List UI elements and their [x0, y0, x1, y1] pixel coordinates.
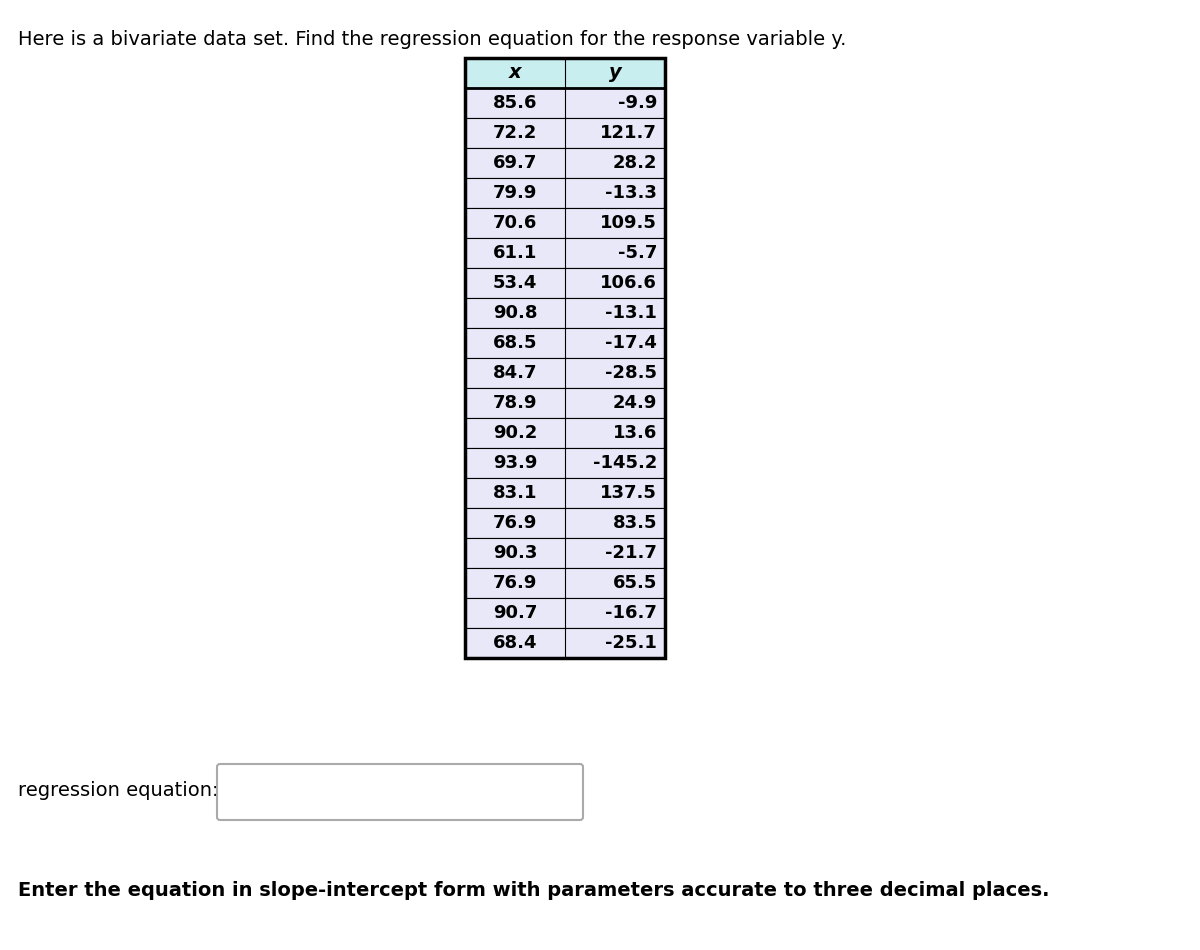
Bar	[466, 298, 665, 328]
Text: -5.7: -5.7	[618, 244, 658, 262]
Text: 84.7: 84.7	[493, 364, 538, 382]
Text: 83.5: 83.5	[612, 514, 658, 532]
Text: 90.7: 90.7	[493, 604, 538, 622]
Text: 106.6: 106.6	[600, 274, 658, 292]
Text: y: y	[608, 64, 622, 83]
Text: 53.4: 53.4	[493, 274, 538, 292]
Text: 65.5: 65.5	[613, 574, 658, 592]
Bar	[466, 328, 665, 358]
Text: -9.9: -9.9	[618, 94, 658, 112]
Text: 72.2: 72.2	[493, 124, 538, 142]
Bar	[466, 208, 665, 238]
Text: Here is a bivariate data set. Find the regression equation for the response vari: Here is a bivariate data set. Find the r…	[18, 30, 846, 49]
Text: 76.9: 76.9	[493, 574, 538, 592]
Text: 68.4: 68.4	[493, 634, 538, 652]
Text: 85.6: 85.6	[493, 94, 538, 112]
Text: 13.6: 13.6	[613, 424, 658, 442]
Bar	[466, 418, 665, 448]
Text: 78.9: 78.9	[493, 394, 538, 412]
Text: 70.6: 70.6	[493, 214, 538, 232]
Text: regression equation:: regression equation:	[18, 781, 218, 800]
Bar	[466, 358, 665, 388]
Text: -17.4: -17.4	[605, 334, 658, 352]
Text: 90.2: 90.2	[493, 424, 538, 442]
Bar	[466, 58, 665, 658]
Bar	[466, 388, 665, 418]
Text: 93.9: 93.9	[493, 454, 538, 472]
Bar	[466, 448, 665, 478]
Text: -28.5: -28.5	[605, 364, 658, 382]
Text: Enter the equation in slope-intercept form with parameters accurate to three dec: Enter the equation in slope-intercept fo…	[18, 881, 1050, 900]
Text: x: x	[509, 64, 521, 83]
Text: 90.8: 90.8	[493, 304, 538, 322]
Bar	[466, 478, 665, 508]
Text: -13.1: -13.1	[605, 304, 658, 322]
Text: -145.2: -145.2	[593, 454, 658, 472]
FancyBboxPatch shape	[217, 764, 583, 820]
Text: 109.5: 109.5	[600, 214, 658, 232]
Bar	[466, 538, 665, 568]
Bar	[466, 268, 665, 298]
Text: 90.3: 90.3	[493, 544, 538, 562]
Bar	[466, 88, 665, 118]
Text: 28.2: 28.2	[612, 154, 658, 172]
Text: 79.9: 79.9	[493, 184, 538, 202]
Bar	[466, 178, 665, 208]
Bar	[466, 508, 665, 538]
Text: 121.7: 121.7	[600, 124, 658, 142]
Bar	[466, 598, 665, 628]
Bar	[466, 148, 665, 178]
Bar	[466, 238, 665, 268]
Text: 137.5: 137.5	[600, 484, 658, 502]
Text: 68.5: 68.5	[493, 334, 538, 352]
Text: -16.7: -16.7	[605, 604, 658, 622]
Text: 83.1: 83.1	[493, 484, 538, 502]
Text: 76.9: 76.9	[493, 514, 538, 532]
Bar	[466, 568, 665, 598]
Text: -25.1: -25.1	[605, 634, 658, 652]
Text: 24.9: 24.9	[613, 394, 658, 412]
Text: 61.1: 61.1	[493, 244, 538, 262]
Bar	[466, 628, 665, 658]
Bar	[466, 58, 665, 88]
Bar	[466, 118, 665, 148]
Text: -21.7: -21.7	[605, 544, 658, 562]
Text: 69.7: 69.7	[493, 154, 538, 172]
Text: -13.3: -13.3	[605, 184, 658, 202]
